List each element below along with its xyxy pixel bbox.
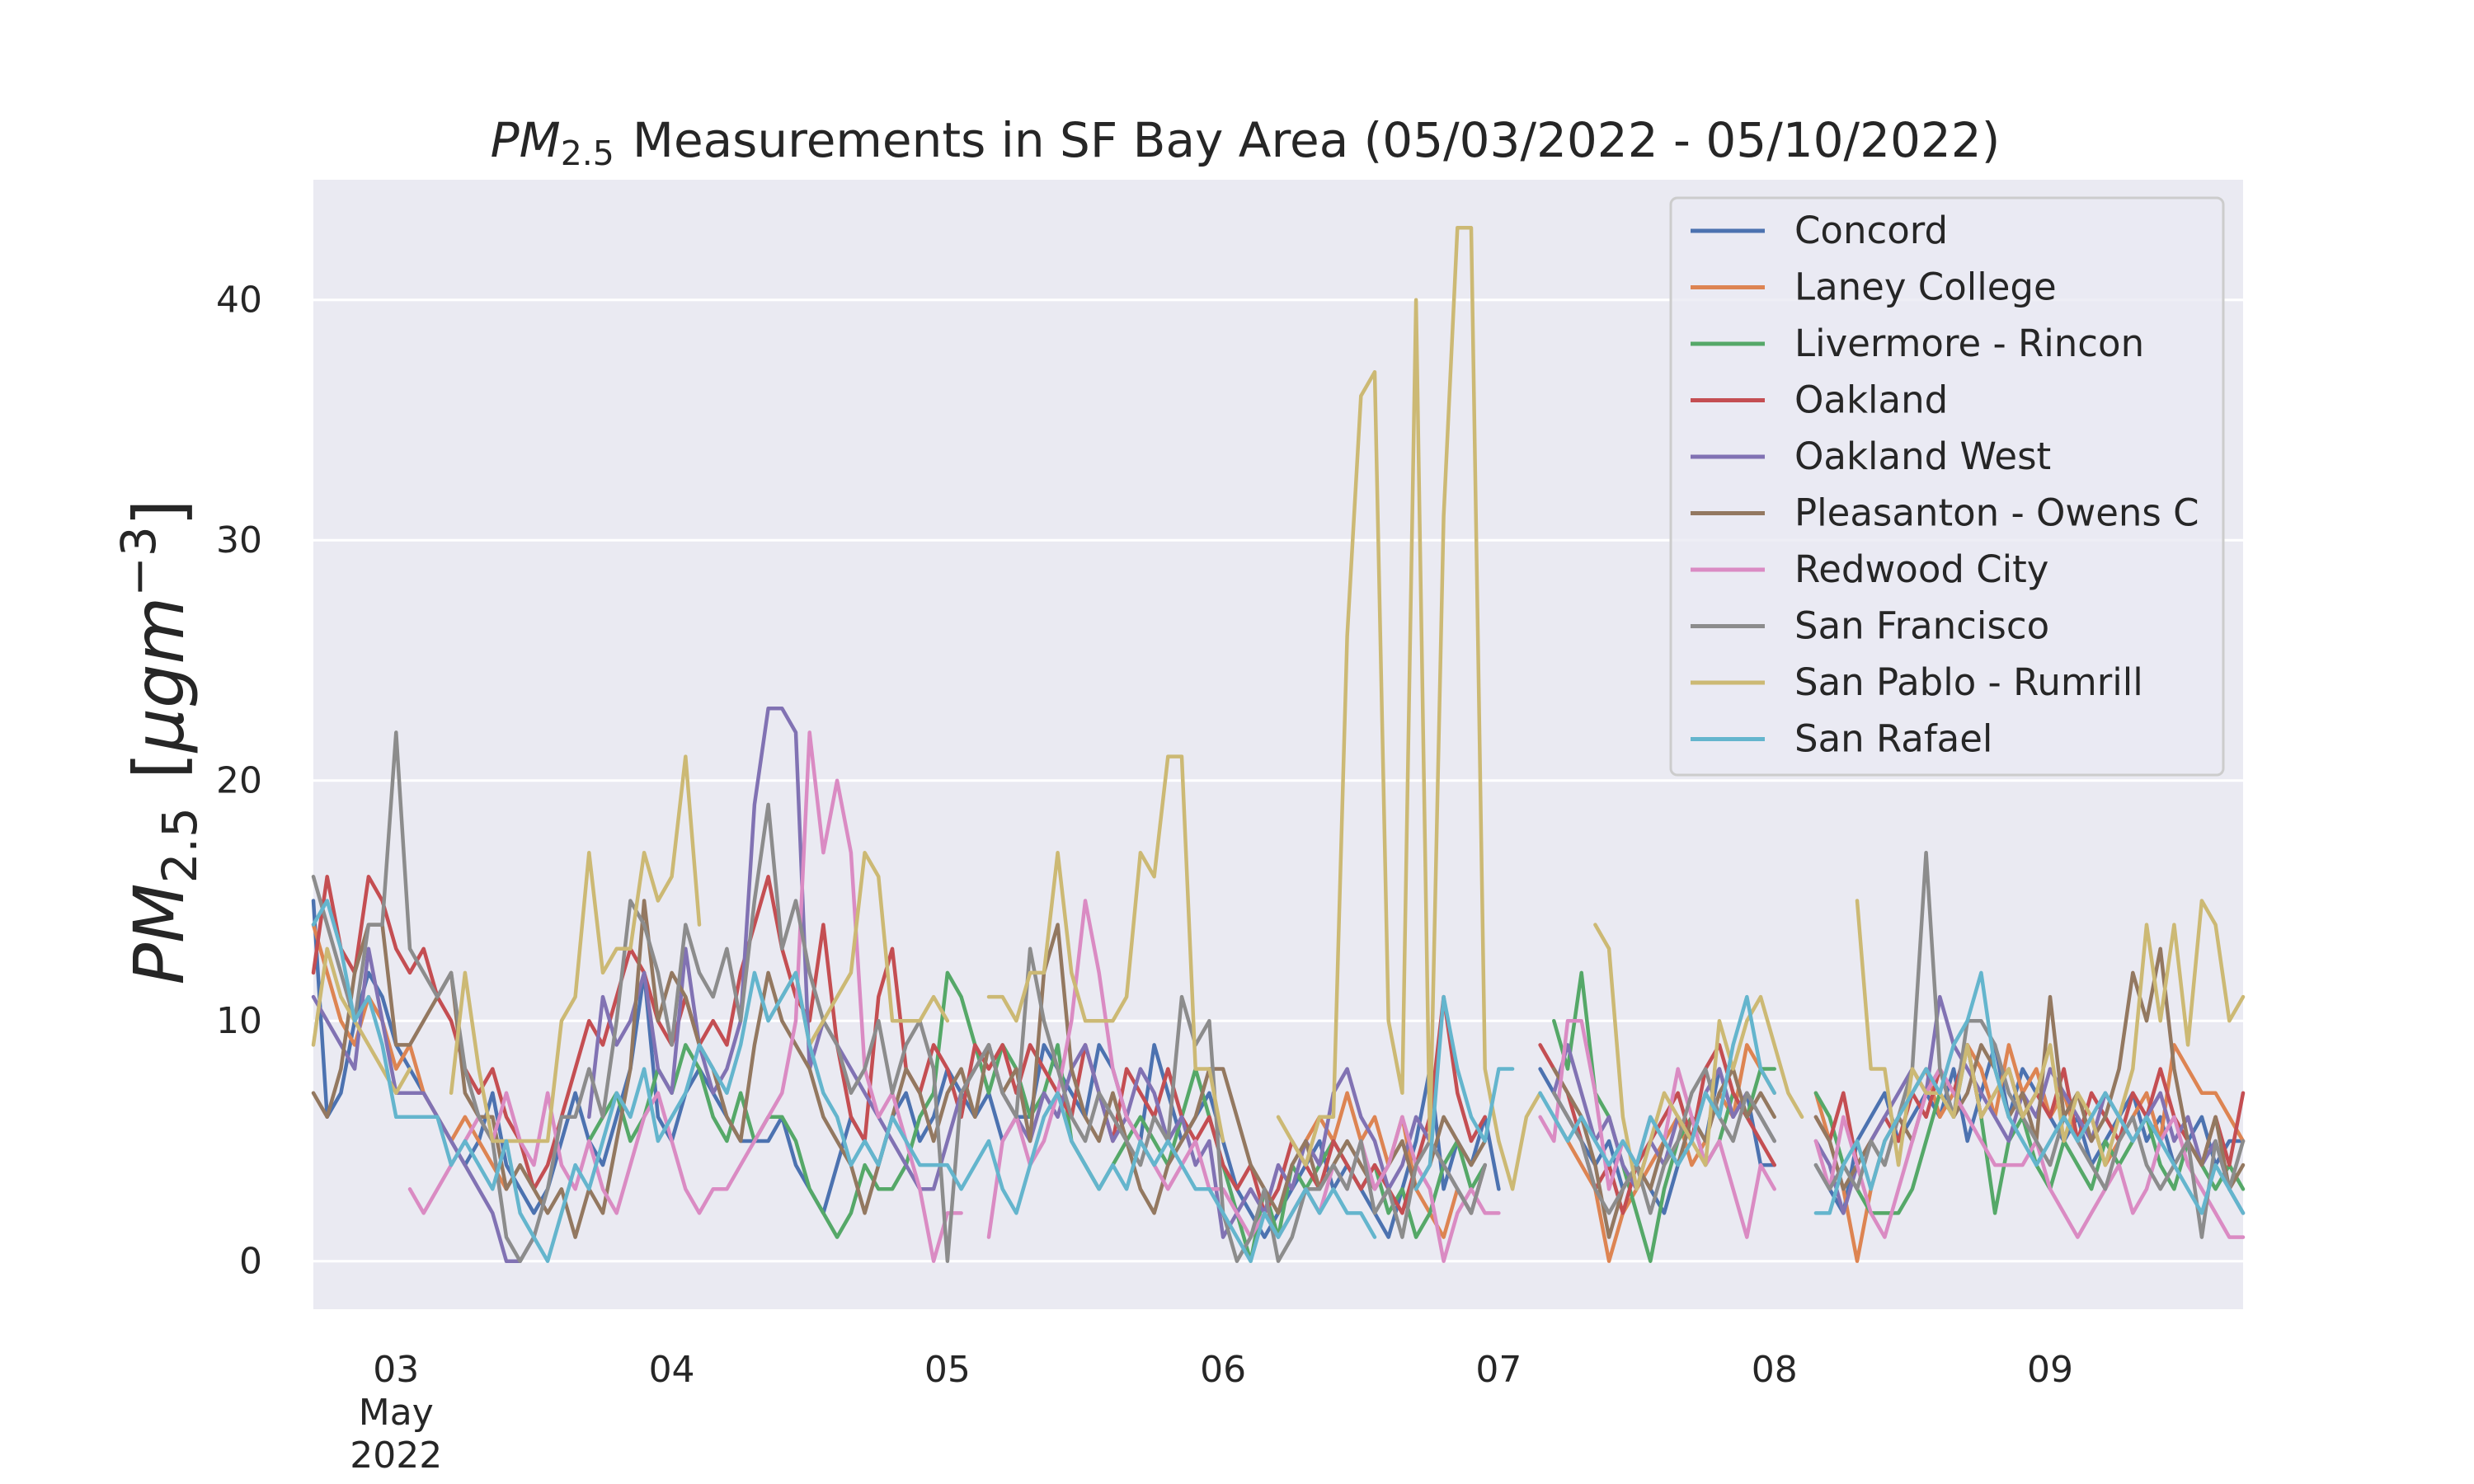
legend-label: Oakland West <box>1794 434 2051 478</box>
series-redwood-city <box>407 730 2246 1263</box>
series-line <box>311 226 2246 1191</box>
series-layer <box>311 226 2246 1263</box>
y-tick-label: 40 <box>216 279 262 322</box>
x-tick-label: 04 <box>649 1349 695 1391</box>
legend-item: Concord <box>1691 209 1948 252</box>
series-line <box>311 707 2246 1263</box>
legend-label: San Rafael <box>1794 717 1992 761</box>
series-oakland-west <box>311 707 2246 1263</box>
legend-item: Laney College <box>1691 265 2057 309</box>
x-tick-label: 09 <box>2027 1349 2073 1391</box>
x-tick-label: 08 <box>1752 1349 1798 1391</box>
y-axis-label: PM2.5[μgm−3] <box>111 499 208 984</box>
series-san-pablo-rumrill <box>311 226 2246 1191</box>
legend-label: San Francisco <box>1794 604 2049 648</box>
legend-item: San Pablo - Rumrill <box>1691 660 2143 704</box>
legend-label: Livermore - Rincon <box>1794 322 2144 365</box>
legend: Concord Laney College Livermore - Rincon Oa… <box>1669 196 2225 777</box>
y-tick-label: 30 <box>216 519 262 561</box>
legend-item: Pleasanton - Owens C <box>1691 491 2199 535</box>
y-axis-ticks: 0 10 20 30 40 <box>216 279 262 1283</box>
series-line <box>311 899 2246 1263</box>
legend-item: Livermore - Rincon <box>1691 322 2144 365</box>
x-tick-label: 06 <box>1200 1349 1246 1391</box>
legend-items: Concord Laney College Livermore - Rincon Oa… <box>1691 209 2199 761</box>
legend-label: San Pablo - Rumrill <box>1794 660 2143 704</box>
series-line <box>311 730 2246 1263</box>
y-tick-label: 0 <box>239 1241 262 1283</box>
legend-label: Pleasanton - Owens C <box>1794 491 2199 535</box>
legend-label: Concord <box>1794 209 1948 252</box>
series-san-rafael <box>311 899 2246 1263</box>
legend-label: Laney College <box>1794 265 2057 309</box>
legend-box <box>1669 196 2225 777</box>
legend-item: Oakland <box>1691 378 1948 422</box>
legend-item: Oakland West <box>1691 434 2051 478</box>
legend-item: San Francisco <box>1691 604 2049 648</box>
y-tick-label: 10 <box>216 1000 262 1042</box>
x-tick-label: 03 May 2022 <box>350 1349 442 1477</box>
legend-label: Redwood City <box>1794 547 2048 591</box>
legend-label: Oakland <box>1794 378 1948 422</box>
x-axis-ticks: 03 May 2022 04 05 06 07 08 09 <box>350 1349 2073 1477</box>
x-tick-label: 05 <box>924 1349 971 1391</box>
series-san-francisco <box>311 730 2246 1263</box>
chart-title: PM2.5 Measurements in SF Bay Area (05/03/… <box>491 112 2001 173</box>
series-line <box>407 730 2246 1263</box>
x-tick-label: 07 <box>1475 1349 1522 1391</box>
y-tick-label: 20 <box>216 760 262 802</box>
legend-item: San Rafael <box>1691 717 1992 761</box>
legend-item: Redwood City <box>1691 547 2048 591</box>
